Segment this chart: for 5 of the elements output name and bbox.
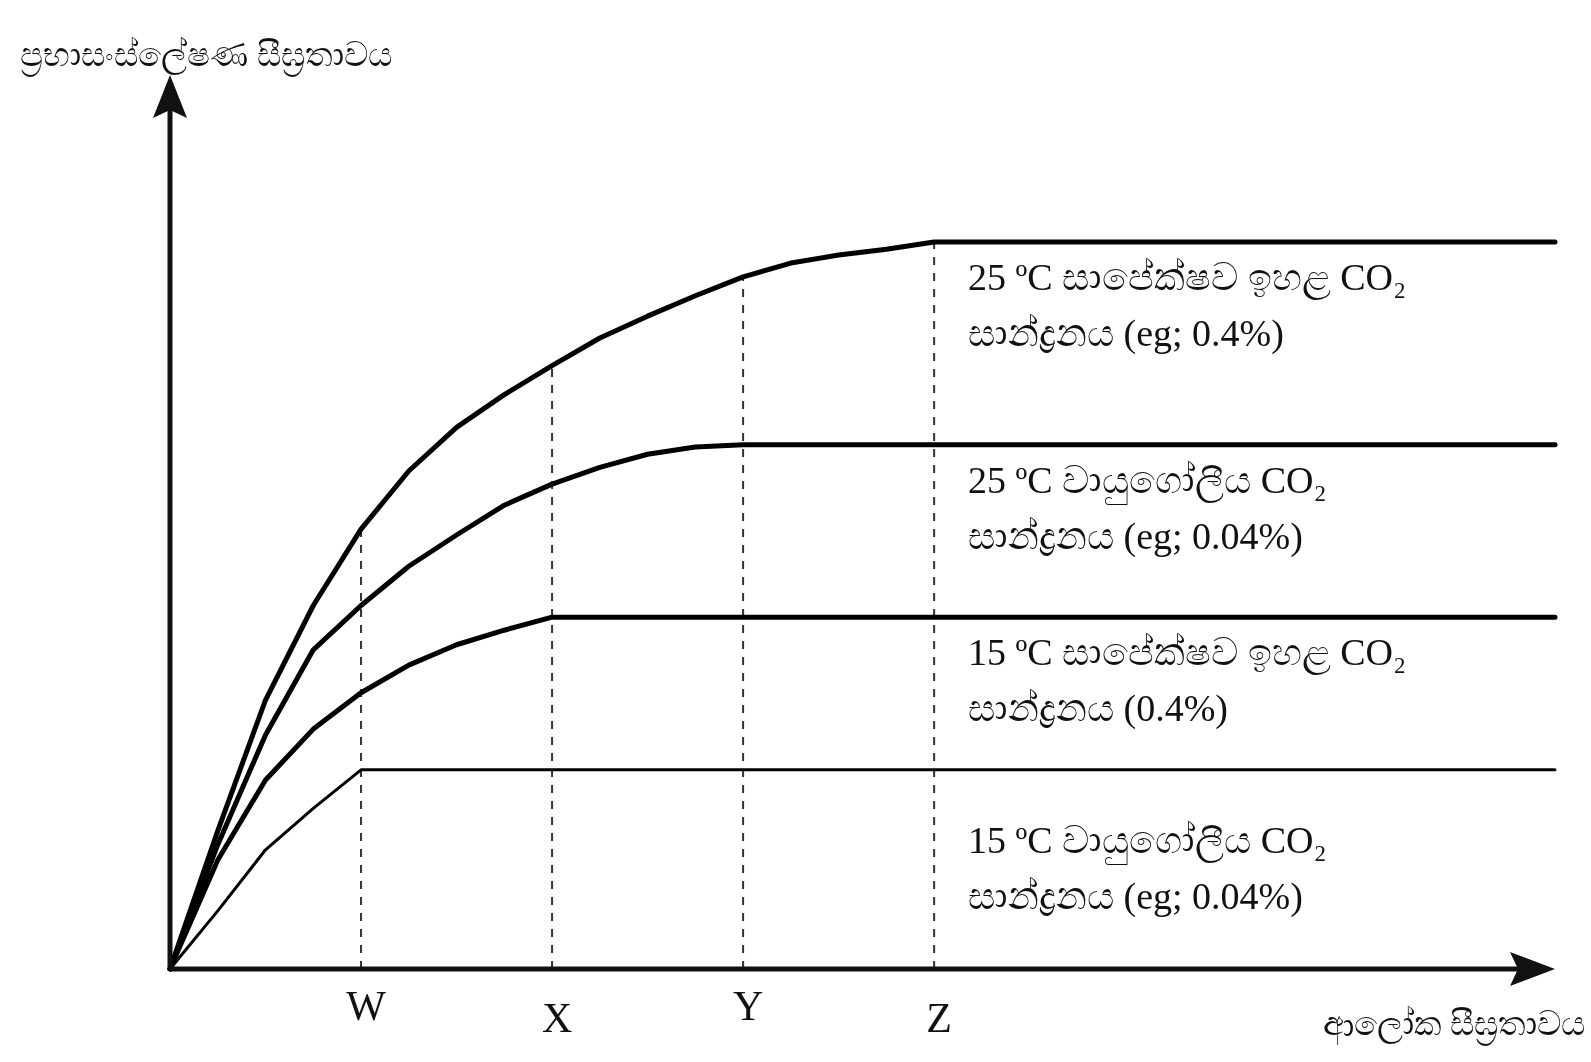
x-axis-title: ආලෝක සීඝ්‍රතාවය [1322, 1005, 1585, 1046]
x-tick-label: Y [732, 983, 764, 1029]
x-tick-label: X [541, 995, 573, 1041]
x-tick-label: W [346, 983, 387, 1029]
x-tick-label: Z [926, 995, 952, 1041]
